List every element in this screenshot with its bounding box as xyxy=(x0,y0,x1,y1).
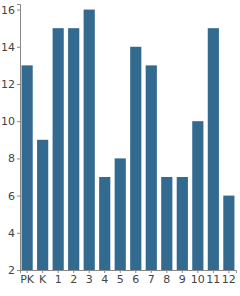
plot: 246810121416PKK123456789101112 xyxy=(1,4,237,286)
bar xyxy=(146,65,157,270)
y-tick-label: 10 xyxy=(1,115,15,128)
x-tick: 4 xyxy=(101,270,108,286)
x-tick-label: 9 xyxy=(179,273,186,286)
x-tick: 2 xyxy=(70,270,77,286)
y-tick-label: 14 xyxy=(1,41,15,54)
bar xyxy=(192,121,203,270)
x-tick: 9 xyxy=(179,270,186,286)
y-tick-mark xyxy=(17,47,20,48)
y-tick-mark xyxy=(17,121,20,122)
bar xyxy=(208,28,219,270)
bar xyxy=(130,47,141,270)
bar xyxy=(84,10,95,270)
y-tick-mark xyxy=(17,84,20,85)
y-tick-label: 6 xyxy=(8,190,15,203)
x-tick-label: 4 xyxy=(101,273,108,286)
x-tick: K xyxy=(39,270,47,286)
x-tick-label: 8 xyxy=(163,273,170,286)
x-tick-label: 3 xyxy=(86,273,93,286)
x-tick: 12 xyxy=(222,270,236,286)
x-tick: PK xyxy=(20,270,35,286)
y-axis: 2 4 6 8 10 12 14 16 xyxy=(1,4,21,277)
chart: 246810121416PKK123456789101112 xyxy=(0,0,240,296)
y-tick: 12 xyxy=(1,78,20,91)
x-tick-label: 11 xyxy=(206,273,220,286)
x-tick: 8 xyxy=(163,270,170,286)
bar xyxy=(22,65,33,270)
x-tick: 11 xyxy=(206,270,220,286)
bar xyxy=(115,158,126,270)
x-tick-label: K xyxy=(39,273,47,286)
y-tick-label: 4 xyxy=(8,227,15,240)
x-axis: PKK123456789101112 xyxy=(20,270,236,286)
x-tick: 1 xyxy=(55,270,62,286)
y-tick-mark xyxy=(17,233,20,234)
bar xyxy=(99,177,110,270)
x-tick-label: 10 xyxy=(191,273,205,286)
y-tick-label: 16 xyxy=(1,4,15,17)
y-tick-label: 2 xyxy=(8,264,15,277)
y-tick-label: 12 xyxy=(1,78,15,91)
x-tick-label: PK xyxy=(20,273,35,286)
x-tick: 5 xyxy=(117,270,124,286)
y-tick: 16 xyxy=(1,4,20,17)
x-tick-label: 1 xyxy=(55,273,62,286)
bar xyxy=(37,140,48,270)
y-tick: 10 xyxy=(1,115,20,128)
y-tick-mark xyxy=(17,158,20,159)
y-axis-line xyxy=(17,5,21,271)
bar xyxy=(53,28,64,270)
bar xyxy=(161,177,172,270)
y-tick-label: 8 xyxy=(8,152,15,165)
x-tick-label: 7 xyxy=(148,273,155,286)
y-tick: 2 xyxy=(8,264,20,277)
x-tick-label: 2 xyxy=(70,273,77,286)
y-tick-mark xyxy=(17,10,20,11)
bar xyxy=(68,28,79,270)
y-tick: 4 xyxy=(8,227,20,240)
bars xyxy=(22,10,235,270)
bar xyxy=(223,196,234,270)
y-tick-mark xyxy=(17,270,20,271)
x-tick: 7 xyxy=(148,270,155,286)
x-tick: 3 xyxy=(86,270,93,286)
y-tick: 8 xyxy=(8,152,20,165)
x-tick-label: 5 xyxy=(117,273,124,286)
x-tick-label: 6 xyxy=(132,273,139,286)
y-tick-mark xyxy=(17,196,20,197)
y-tick: 6 xyxy=(8,190,20,203)
x-tick: 10 xyxy=(191,270,205,286)
x-tick-label: 12 xyxy=(222,273,236,286)
bar xyxy=(177,177,188,270)
x-tick: 6 xyxy=(132,270,139,286)
y-tick: 14 xyxy=(1,41,20,54)
